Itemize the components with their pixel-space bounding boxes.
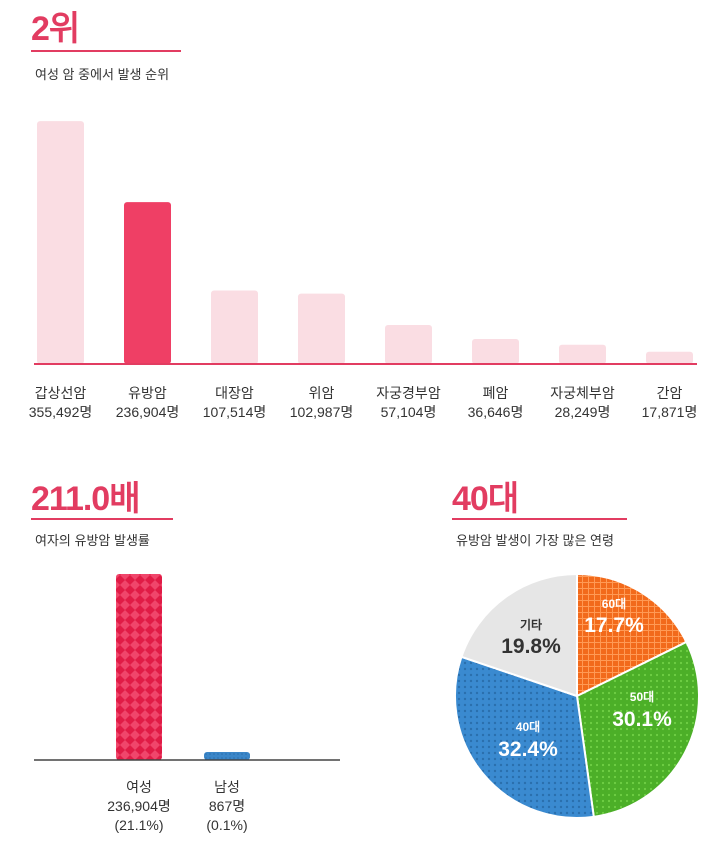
ratio-underline <box>31 518 173 520</box>
bar-value-label: 236,904명 <box>116 404 180 420</box>
pie-slice-value: 17.7% <box>584 614 644 637</box>
pie-slice-1 <box>576 572 688 698</box>
bar-8 <box>646 351 693 364</box>
bar-4 <box>298 293 345 364</box>
pie-slice-4 <box>460 572 578 698</box>
age-headline: 40대 <box>452 480 519 518</box>
ratio-headline: 211.0배 <box>31 480 140 518</box>
rank-subtitle: 여성 암 중에서 발생 순위 <box>35 67 170 82</box>
pie-slice-value: 30.1% <box>612 708 672 731</box>
bar-2 <box>124 202 171 364</box>
bar-category-label: 자궁경부암 <box>376 385 441 401</box>
bar-value-label: 17,871명 <box>642 404 698 420</box>
pie-slice-label: 기타 <box>520 617 542 632</box>
ratio-subtitle: 여자의 유방암 발생률 <box>35 533 150 548</box>
gender-value-label: 236,904명 <box>107 798 171 814</box>
pie-slice-label: 60대 <box>602 597 626 611</box>
bar-category-label: 자궁체부암 <box>550 385 615 401</box>
pie-slice-3 <box>454 655 595 819</box>
bar-category-label: 간암 <box>657 385 683 401</box>
gender-bar-1 <box>116 574 162 760</box>
bar-value-label: 355,492명 <box>29 404 93 420</box>
gender-category-label: 여성 <box>126 779 152 795</box>
gender-value-label: 867명 <box>209 798 245 814</box>
bar-category-label: 갑상선암 <box>35 385 87 401</box>
gender-percent-label: (0.1%) <box>206 817 247 833</box>
bar-category-label: 유방암 <box>128 385 167 401</box>
bar-value-label: 36,646명 <box>468 404 524 420</box>
bar-value-label: 28,249명 <box>555 404 611 420</box>
pie-slice-label: 40대 <box>516 720 540 734</box>
rank-underline <box>31 50 181 52</box>
bar-value-label: 57,104명 <box>381 404 437 420</box>
bar-5 <box>385 324 432 364</box>
pie-slice-2 <box>575 640 700 818</box>
bar-value-label: 102,987명 <box>290 404 354 420</box>
bar-category-label: 폐암 <box>483 385 509 401</box>
age-underline <box>452 518 627 520</box>
rank-headline: 2위 <box>31 10 80 48</box>
gender-bar-2 <box>204 752 250 760</box>
gender-category-label: 남성 <box>214 779 240 795</box>
bar-category-label: 대장암 <box>215 385 254 401</box>
bar-category-label: 위암 <box>309 385 335 401</box>
bar-7 <box>559 344 606 364</box>
gender-percent-label: (21.1%) <box>114 817 163 833</box>
bar-1 <box>37 121 84 364</box>
bar-value-label: 107,514명 <box>203 404 267 420</box>
pie-slice-value: 19.8% <box>501 635 561 658</box>
age-subtitle: 유방암 발생이 가장 많은 연령 <box>456 533 614 548</box>
bar-6 <box>472 338 519 364</box>
pie-slice-label: 50대 <box>630 690 654 704</box>
pie-slice-value: 32.4% <box>498 738 558 761</box>
bar-3 <box>211 290 258 364</box>
